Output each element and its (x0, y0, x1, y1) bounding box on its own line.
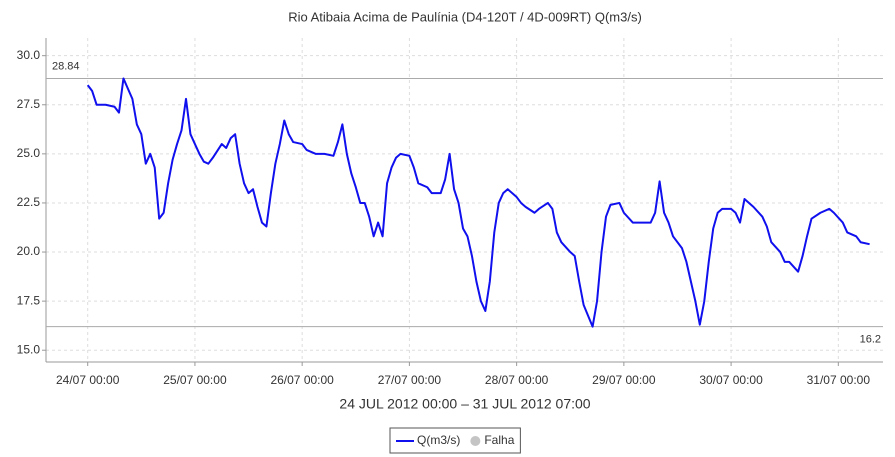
x-tick-label: 31/07 00:00 (807, 373, 871, 387)
x-tick-label: 29/07 00:00 (592, 373, 656, 387)
reference-label: 16.2 (860, 334, 881, 346)
x-tick-label: 26/07 00:00 (270, 373, 334, 387)
y-tick-label: 25.0 (17, 146, 41, 160)
y-tick-label: 20.0 (17, 244, 41, 258)
y-tick-label: 22.5 (17, 195, 41, 209)
x-tick-label: 27/07 00:00 (378, 373, 442, 387)
data-line (86, 77, 870, 328)
x-axis-label: 24 JUL 2012 00:00 – 31 JUL 2012 07:00 (339, 396, 590, 412)
y-tick-label: 30.0 (17, 48, 41, 62)
legend-swatch (470, 436, 481, 446)
y-tick-label: 15.0 (17, 342, 41, 356)
x-tick-label: 28/07 00:00 (485, 373, 549, 387)
y-tick-label: 27.5 (17, 97, 41, 111)
chart-title: Rio Atibaia Acima de Paulínia (D4-120T /… (288, 9, 642, 24)
reference-label: 28.84 (52, 60, 80, 72)
x-tick-label: 30/07 00:00 (699, 373, 763, 387)
legend-label: Q(m3/s) (417, 433, 460, 447)
legend-label: Falha (484, 433, 514, 447)
x-tick-label: 24/07 00:00 (56, 373, 120, 387)
x-tick-label: 25/07 00:00 (163, 373, 227, 387)
y-tick-label: 17.5 (17, 293, 41, 307)
